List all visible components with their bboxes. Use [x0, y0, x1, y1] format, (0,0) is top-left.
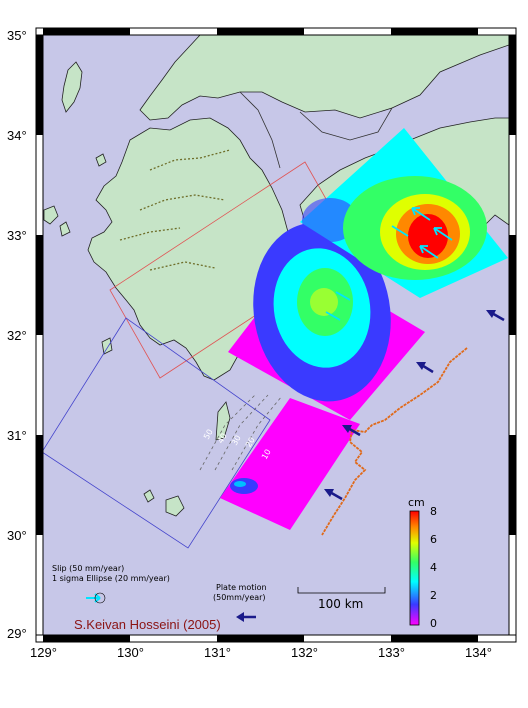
colorbar-tick-4: 4: [430, 561, 437, 574]
slip-legend: Slip (50 mm/year) 1 sigma Ellipse (20 mm…: [52, 564, 170, 604]
scale-bar: 100 km: [297, 587, 386, 611]
x-tick-129: 129°: [30, 645, 57, 660]
colorbar-unit: cm: [408, 496, 425, 509]
yakushima-island: [165, 495, 185, 517]
x-tick-134: 134°: [465, 645, 492, 660]
depth-contours: [199, 394, 283, 471]
map-frame: [35, 27, 517, 643]
y-tick-labels: 35° 34° 33° 32° 31° 30° 29°: [7, 28, 27, 641]
plate-motion-legend: Plate motion (50mm/year): [213, 583, 267, 622]
nankai-trough: [321, 347, 468, 536]
inland-coastline: [239, 91, 393, 169]
iki-island: [95, 153, 107, 167]
slip-legend-arrow-icon: [86, 593, 101, 603]
depth-label-20: 20: [244, 436, 257, 449]
colorbar-tick-2: 2: [430, 589, 437, 602]
tanegashima-island: [215, 401, 231, 441]
y-tick-32: 32°: [7, 328, 27, 343]
depth-label-30: 30: [230, 434, 243, 447]
goto-islands: [43, 205, 71, 237]
y-tick-33: 33°: [7, 228, 27, 243]
author-credit: S.Keivan Hosseini (2005): [74, 617, 221, 632]
slip-blob-cyan-south: [234, 481, 246, 487]
colorbar-tick-8: 8: [430, 505, 437, 518]
colorbar-tick-6: 6: [430, 533, 437, 546]
plate-motion-arrows: [324, 310, 505, 501]
ellipse-legend-icon: [94, 592, 106, 604]
slip-legend-label: Slip (50 mm/year): [52, 564, 124, 573]
colorbar-tick-0: 0: [430, 617, 437, 630]
x-tick-132: 132°: [291, 645, 318, 660]
depth-label-group: 50 40 30 20 10: [202, 428, 273, 461]
fault-model-blue-box: [43, 317, 271, 549]
koshiki-island: [101, 337, 113, 355]
depth-label-50: 50: [202, 428, 215, 441]
x-tick-133: 133°: [378, 645, 405, 660]
y-tick-34: 34°: [7, 128, 27, 143]
slip-patch-south: [220, 398, 360, 530]
active-faults: [119, 149, 231, 271]
x-tick-labels: 129° 130° 131° 132° 133° 134°: [30, 645, 492, 660]
plate-motion-label: Plate motion: [216, 583, 267, 592]
plate-motion-legend-arrowhead-icon: [236, 612, 244, 622]
kyushu-landmass: [87, 117, 289, 381]
colorbar-gradient: [409, 510, 420, 626]
x-tick-130: 130°: [117, 645, 144, 660]
colorbar: cm 8 6 4 2 0: [408, 496, 437, 630]
slip-vectors: [325, 207, 453, 321]
y-tick-30: 30°: [7, 528, 27, 543]
y-tick-35: 35°: [7, 28, 27, 43]
ellipse-legend-label: 1 sigma Ellipse (20 mm/year): [52, 574, 170, 583]
small-island: [143, 489, 155, 503]
y-tick-29: 29°: [7, 626, 27, 641]
depth-label-10: 10: [260, 448, 273, 461]
slip-contour-red-north: [408, 214, 448, 258]
scale-bar-label: 100 km: [318, 597, 363, 611]
y-tick-31: 31°: [7, 428, 27, 443]
depth-label-40: 40: [216, 432, 229, 445]
x-tick-131: 131°: [204, 645, 231, 660]
plate-motion-rate: (50mm/year): [213, 593, 266, 602]
tsushima-island: [61, 61, 83, 113]
slip-contour-yellow: [310, 288, 338, 316]
